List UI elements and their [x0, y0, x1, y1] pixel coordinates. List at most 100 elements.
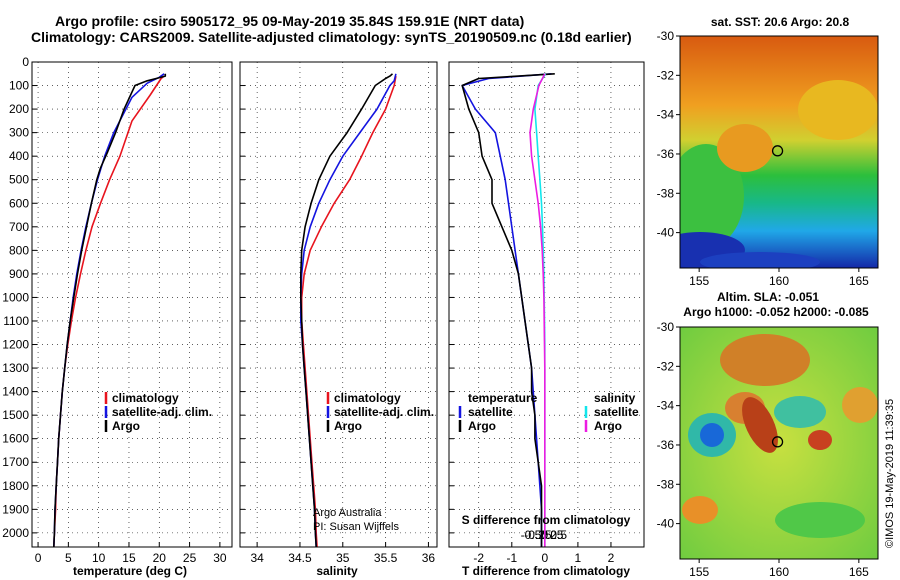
sla-map: Altim. SLA: -0.051 Argo h1000: -0.052 h2…	[657, 290, 879, 579]
legend-temperature-heading: temperature	[468, 391, 538, 405]
sla-high	[682, 496, 718, 524]
sst-cold-patch	[700, 252, 820, 268]
y-tick-label: 900	[9, 267, 29, 281]
series-satellite-adj-clim-	[299, 73, 397, 548]
x-tick-label: 34.5	[288, 551, 312, 565]
lon-tick-label: 160	[769, 565, 789, 579]
lat-tick-label: -38	[657, 186, 675, 200]
y-tick-label: 400	[9, 149, 29, 163]
legend-satellite-adj: satellite-adj. clim.	[334, 405, 434, 419]
lon-tick-label: 155	[689, 274, 709, 288]
lat-tick-label: -36	[657, 147, 675, 161]
temperature-legend: climatology satellite-adj. clim. Argo	[104, 391, 212, 433]
series-temperature-satellite	[461, 73, 552, 547]
legend-salinity-heading: salinity	[594, 391, 636, 405]
sla-low	[775, 502, 865, 538]
x2-tick-label: 0.25	[540, 528, 564, 542]
series-argo	[53, 73, 167, 548]
x-tick-label: 10	[92, 551, 106, 565]
legend-s-argo: Argo	[594, 419, 622, 433]
panel-frame	[31, 61, 233, 548]
lat-tick-label: -34	[657, 399, 675, 413]
legend-climatology: climatology	[334, 391, 401, 405]
lon-tick-label: 165	[849, 565, 869, 579]
x-tick-label: 0	[35, 551, 42, 565]
sla-map-title: Altim. SLA: -0.051	[717, 290, 819, 304]
sla-high	[842, 387, 878, 423]
legend-argo: Argo	[334, 419, 362, 433]
salinity-panel: 34 34.5 35 35.5 36	[239, 61, 438, 565]
sla-low	[774, 396, 826, 428]
y-tick-label: 1200	[2, 338, 29, 352]
imos-stamp: ©IMOS 19-May-2019 11:39:35	[884, 399, 896, 548]
lat-tick-label: -34	[657, 108, 675, 122]
x-tick-label: -2	[473, 551, 484, 565]
sst-patch	[798, 80, 878, 140]
x-tick-label: 30	[213, 551, 227, 565]
salinity-xlabel: salinity	[316, 564, 358, 578]
x-tick-label: 25	[183, 551, 197, 565]
credit-line-1: Argo Australia	[313, 507, 382, 519]
depth-axis: 0 100 200 300 400 500 600 700 800 900 1000 1100 1200…	[2, 55, 29, 540]
lon-tick-label: 160	[769, 274, 789, 288]
x-tick-label: 2	[608, 551, 615, 565]
series-temperature-argo	[461, 73, 555, 547]
s-difference-xlabel: S difference from climatology	[462, 513, 631, 527]
y-tick-label: 1500	[2, 408, 29, 422]
x-tick-label: 0	[542, 551, 549, 565]
float-position-marker	[771, 436, 784, 448]
sst-map-axes: -30 -32 -34 -36 -38 -40 155 160 165	[657, 29, 870, 288]
temperature-panel: 0 5 10 15 20 25 30	[31, 61, 233, 565]
legend-t-argo: Argo	[468, 419, 496, 433]
x-tick-label: 20	[153, 551, 167, 565]
y-tick-label: 300	[9, 126, 29, 140]
y-tick-label: 1700	[2, 455, 29, 469]
y-tick-label: 1000	[2, 290, 29, 304]
y-tick-label: 500	[9, 173, 29, 187]
sla-map-axes: -30 -32 -34 -36 -38 -40 155 160 165	[657, 320, 870, 579]
y-tick-label: 2000	[2, 526, 29, 540]
x-tick-label: -1	[506, 551, 517, 565]
sla-low-core	[700, 423, 724, 447]
y-tick-label: 0	[22, 55, 29, 69]
lat-tick-label: -32	[657, 359, 675, 373]
sst-warm-eddy	[680, 144, 744, 248]
series-satellite-adj-clim-	[53, 73, 165, 548]
lat-tick-label: -30	[657, 320, 675, 334]
x-tick-label: 5	[65, 551, 72, 565]
sla-map-subtitle: Argo h1000: -0.052 h2000: -0.085	[683, 305, 869, 319]
difference-xlabel: T difference from climatology	[462, 564, 630, 578]
x-tick-label: 36	[422, 551, 436, 565]
y-tick-label: 200	[9, 102, 29, 116]
lon-tick-label: 165	[849, 274, 869, 288]
legend-climatology: climatology	[112, 391, 179, 405]
float-position-marker	[771, 145, 784, 157]
legend-t-satellite: satellite	[468, 405, 513, 419]
y-tick-label: 1100	[3, 314, 29, 328]
x2-tick-label: 0.5	[550, 528, 567, 542]
y-tick-label: 1300	[2, 361, 29, 375]
sst-patch	[717, 124, 773, 172]
lat-tick-label: -36	[657, 438, 675, 452]
panel-frame	[448, 61, 645, 548]
difference-legend: temperature satellite Argo salinity sate…	[458, 391, 639, 433]
x-tick-label: 34	[250, 551, 264, 565]
lat-tick-label: -32	[657, 68, 675, 82]
y-tick-label: 1900	[2, 502, 29, 516]
y-tick-label: 1600	[2, 432, 29, 446]
lat-tick-label: -38	[657, 477, 675, 491]
y-tick-label: 600	[9, 196, 29, 210]
sst-map-title: sat. SST: 20.6 Argo: 20.8	[711, 15, 850, 29]
salinity-legend: climatology satellite-adj. clim. Argo	[326, 391, 434, 433]
series-salinity-argo	[529, 73, 546, 547]
x-tick-label: 15	[122, 551, 136, 565]
x-tick-label: 1	[575, 551, 582, 565]
x-tick-label: 35.5	[374, 551, 398, 565]
title-line-1: Argo profile: csiro 5905172_95 09-May-20…	[55, 13, 524, 29]
sla-high	[720, 334, 810, 386]
y-tick-label: 700	[9, 220, 29, 234]
sla-high	[808, 430, 832, 450]
x-tick-label: 35	[336, 551, 350, 565]
